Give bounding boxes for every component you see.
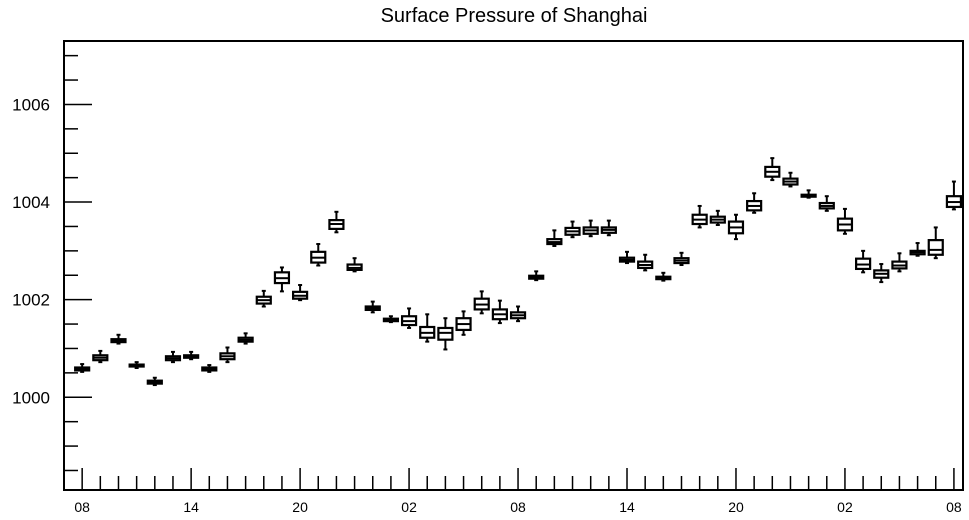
- box-item: [491, 299, 508, 325]
- x-tick-label: 14: [183, 499, 199, 515]
- y-tick-label: 1002: [12, 291, 50, 310]
- box-item: [764, 157, 781, 182]
- box-item: [364, 300, 381, 314]
- box-item: [600, 219, 617, 237]
- chart-title: Surface Pressure of Shanghai: [381, 5, 648, 27]
- box-item: [655, 271, 672, 282]
- box-item: [891, 252, 908, 273]
- box-item: [237, 332, 254, 345]
- box-item: [419, 313, 436, 343]
- box-item: [437, 317, 454, 351]
- box-item: [92, 349, 109, 364]
- box-item: [691, 204, 708, 229]
- box-item: [564, 220, 581, 239]
- box-item: [400, 307, 418, 329]
- box-item: [782, 171, 799, 188]
- box-item: [727, 213, 745, 241]
- box-item: [873, 263, 890, 284]
- box-item: [473, 290, 490, 315]
- box-item: [255, 289, 272, 308]
- box-item: [546, 229, 563, 247]
- box-item: [74, 363, 91, 373]
- box-item: [709, 209, 726, 226]
- box-item: [528, 270, 545, 282]
- box-item: [673, 251, 690, 267]
- box-item: [582, 219, 599, 238]
- box-item: [183, 350, 200, 361]
- box-item: [927, 226, 944, 260]
- box-item: [509, 305, 527, 323]
- box-item: [818, 195, 835, 212]
- plot-area: 1000 1002 1004 1006 08 14 20 02 08 14 20 02 08: [12, 40, 964, 515]
- box-body: [927, 239, 944, 256]
- plot-frame: [63, 40, 964, 491]
- box-item: [164, 350, 182, 364]
- y-tick-label: 1004: [12, 193, 50, 212]
- box-item: [618, 250, 636, 265]
- x-tick-label: 08: [74, 499, 90, 515]
- box-item: [455, 310, 472, 336]
- box-item: [346, 257, 363, 273]
- box-item: [128, 361, 145, 369]
- box-item: [637, 253, 654, 272]
- box-item: [292, 284, 309, 302]
- box-item: [909, 242, 926, 257]
- x-tick-label: 08: [946, 499, 962, 515]
- box-item: [328, 210, 345, 234]
- box-item: [382, 315, 400, 324]
- x-tick-label: 14: [619, 499, 635, 515]
- x-tick-label: 02: [837, 499, 853, 515]
- y-tick-label: 1006: [12, 95, 50, 114]
- box-item: [945, 180, 963, 211]
- x-tick-label: 20: [728, 499, 744, 515]
- box-item: [110, 333, 127, 345]
- x-tick-label: 20: [292, 499, 308, 515]
- box-item: [855, 249, 872, 274]
- y-tick-label: 1000: [12, 388, 50, 407]
- box-item: [836, 207, 854, 235]
- x-tick-label: 02: [401, 499, 417, 515]
- x-tick-label: 08: [510, 499, 526, 515]
- box-item: [146, 376, 163, 387]
- box-item: [310, 243, 327, 267]
- box-item: [273, 266, 291, 293]
- box-item: [800, 189, 817, 199]
- box-item: [219, 346, 236, 364]
- box-item: [746, 192, 763, 214]
- box-item: [201, 364, 218, 373]
